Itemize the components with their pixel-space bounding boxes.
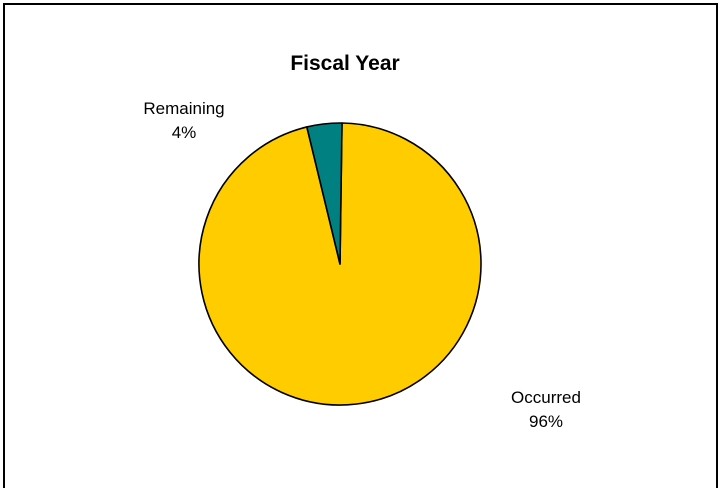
slice-value-occurred: 96% <box>529 412 563 431</box>
slice-label-occurred: Occurred <box>511 388 581 407</box>
slice-value-remaining: 4% <box>172 123 197 142</box>
pie-slices <box>198 122 482 406</box>
chart-title: Fiscal Year <box>290 52 399 75</box>
slice-label-remaining: Remaining <box>143 99 224 118</box>
pie-slice-remaining <box>306 122 343 265</box>
